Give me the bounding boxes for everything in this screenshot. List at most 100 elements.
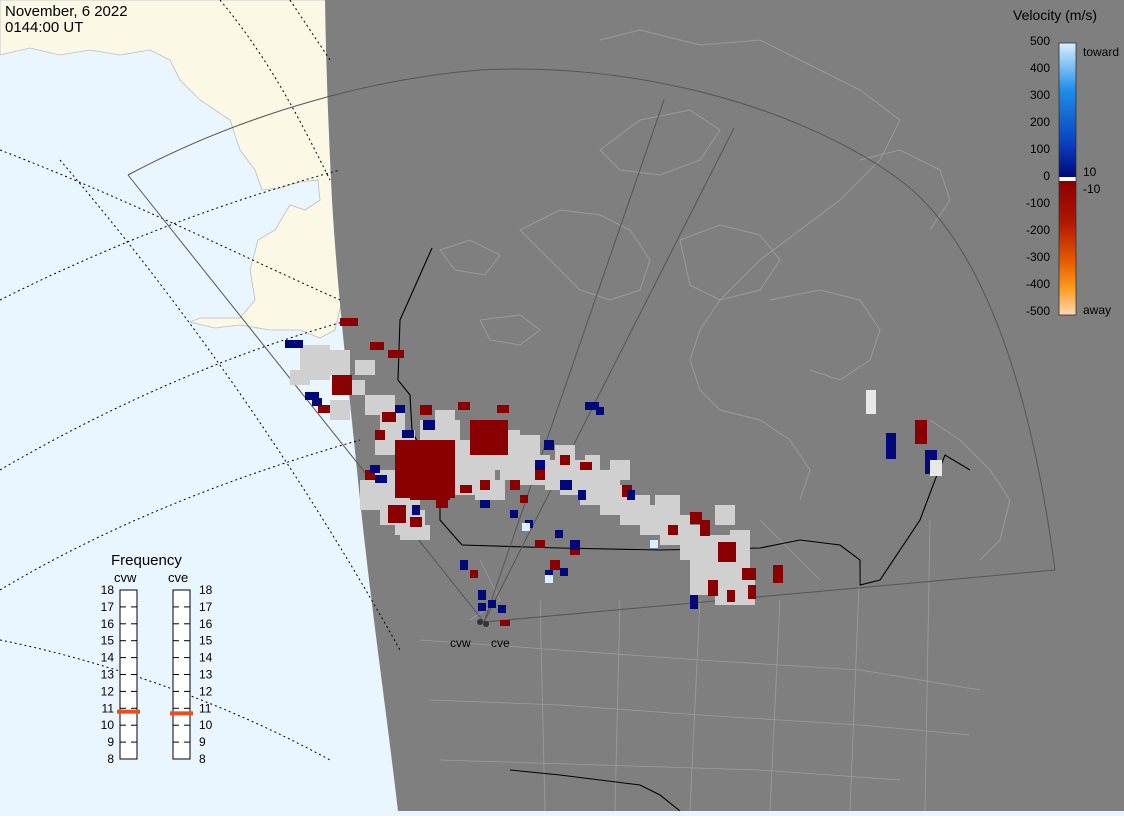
velocity-cell	[388, 505, 406, 523]
velocity-cell	[423, 420, 435, 430]
legend-toward-label: toward	[1083, 45, 1119, 59]
velocity-cell	[370, 465, 380, 473]
frequency-scale-label: 17	[101, 600, 115, 614]
frequency-title: Frequency	[111, 552, 182, 569]
legend-tick-label: -500	[1026, 304, 1050, 318]
frequency-scale-label: 16	[101, 617, 115, 631]
velocity-cell	[395, 405, 405, 413]
velocity-cell	[544, 440, 554, 450]
velocity-cell	[718, 542, 736, 562]
legend-zero-band	[1059, 177, 1076, 181]
velocity-cell	[375, 475, 387, 483]
night-region	[325, 0, 1124, 811]
velocity-cell	[305, 392, 319, 400]
velocity-cell	[690, 512, 702, 524]
velocity-cell	[560, 568, 568, 576]
velocity-cell	[570, 540, 580, 550]
velocity-cell	[550, 560, 560, 570]
legend-neg-threshold: -10	[1083, 182, 1101, 196]
velocity-cell	[478, 590, 486, 600]
frequency-scale-label: 16	[199, 617, 213, 631]
velocity-cell	[545, 575, 553, 583]
legend-tick-label: 300	[1030, 88, 1050, 102]
frequency-scale-label: 12	[101, 684, 115, 698]
velocity-cell	[650, 540, 658, 548]
legend-tick-label: -400	[1026, 277, 1050, 291]
velocity-cell	[668, 525, 678, 535]
frequency-scale-label: 14	[101, 651, 115, 665]
ground-scatter-cell	[400, 525, 430, 540]
legend-tick-label: -100	[1026, 196, 1050, 210]
velocity-cell	[915, 420, 927, 444]
ground-scatter-cell	[520, 435, 540, 450]
frequency-panel: Frequency cvw cve 18 17 16 15 14 13 12 11 10 9 8 18…	[101, 552, 213, 766]
ground-scatter-cell	[590, 470, 610, 490]
header-date: November, 6 2022	[5, 3, 128, 20]
legend-toward-bar	[1059, 43, 1076, 177]
velocity-cell	[748, 585, 756, 599]
velocity-cell	[498, 605, 506, 613]
velocity-cell	[340, 318, 358, 326]
velocity-cell	[365, 470, 375, 480]
frequency-scale-label: 18	[199, 583, 213, 597]
velocity-cell	[460, 560, 468, 570]
velocity-cell	[560, 480, 572, 490]
velocity-cell	[488, 600, 496, 608]
velocity-cell	[470, 570, 478, 578]
velocity-cell	[700, 520, 710, 536]
frequency-scale-label: 8	[107, 752, 114, 766]
velocity-cell	[866, 390, 876, 414]
velocity-cell	[285, 340, 303, 348]
velocity-cell	[596, 407, 604, 415]
legend-frame	[1058, 42, 1077, 316]
velocity-cell	[410, 517, 422, 527]
frequency-scale-label: 12	[199, 684, 213, 698]
ground-scatter-cell	[435, 410, 455, 430]
velocity-cell	[690, 595, 698, 609]
ground-scatter-cell	[610, 460, 630, 480]
radar-label-cve: cve	[491, 636, 510, 650]
ground-scatter-cell	[325, 350, 350, 375]
graticule	[0, 0, 401, 761]
ground-scatter-cell	[360, 480, 390, 510]
frequency-radar-label-cve: cve	[168, 570, 188, 585]
velocity-cell	[522, 523, 530, 531]
ground-scatter-cell	[355, 360, 375, 375]
frequency-scale-label: 11	[199, 701, 212, 715]
velocity-cell	[742, 568, 756, 580]
ground-scatter-cell	[330, 400, 350, 420]
ground-scatter-cell	[290, 370, 310, 385]
velocity-cell	[332, 375, 352, 395]
velocity-cells-layer	[285, 318, 942, 626]
frequency-scale-label: 18	[101, 583, 115, 597]
velocity-cell	[930, 460, 942, 476]
velocity-cell	[545, 570, 553, 578]
frequency-scale-label: 8	[199, 752, 206, 766]
legend-tick-label: -300	[1026, 250, 1050, 264]
velocity-cell	[412, 505, 420, 515]
velocity-cell	[375, 430, 385, 440]
velocity-cell	[585, 402, 599, 410]
frequency-scale-label: 14	[199, 651, 213, 665]
velocity-cell	[727, 590, 735, 602]
velocity-cell	[510, 480, 520, 490]
frequency-scale-label: 11	[102, 701, 115, 715]
frequency-radar-label-cvw: cvw	[114, 570, 137, 585]
frequency-scale-label: 13	[101, 668, 115, 682]
velocity-cell	[560, 455, 570, 465]
velocity-cell	[440, 470, 450, 480]
velocity-cell	[520, 495, 528, 503]
legend-pos-threshold: 10	[1083, 165, 1097, 179]
velocity-cell	[420, 405, 432, 415]
legend-tick-label: 400	[1030, 61, 1050, 75]
velocity-cell	[402, 430, 414, 438]
velocity-cell	[318, 405, 330, 413]
legend-tick-label: -200	[1026, 223, 1050, 237]
legend-title: Velocity (m/s)	[1013, 7, 1097, 23]
velocity-cell	[480, 500, 490, 508]
legend-tick-label: 0	[1043, 169, 1050, 183]
velocity-cell	[460, 485, 472, 493]
velocity-cell	[578, 490, 586, 500]
velocity-cell	[510, 510, 518, 518]
